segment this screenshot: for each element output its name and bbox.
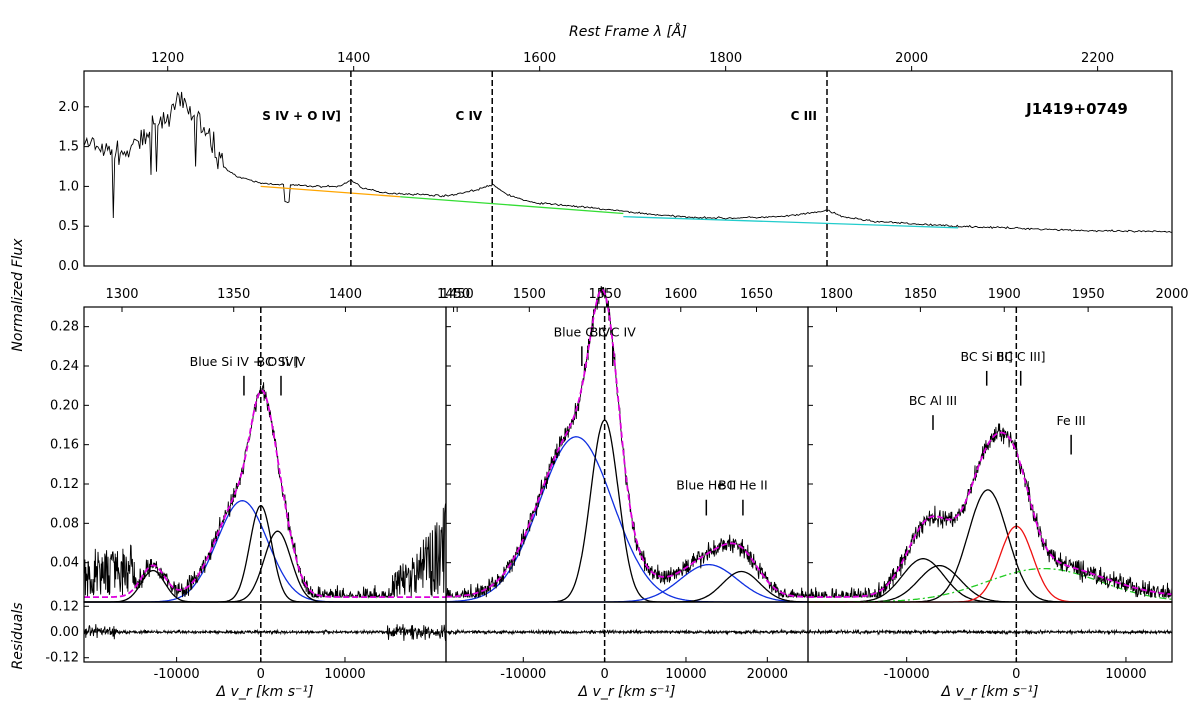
panel-x-axis-label: Δ v_r [km s⁻¹] [578,684,676,700]
panel-x-tick-label: 0 [600,667,608,682]
top-y-tick-label: 1.0 [58,179,79,194]
panel-y-tick-label: 0.20 [50,398,79,413]
panel-top-tick-label: 1800 [820,287,853,302]
top-x-tick-label: 2200 [1081,51,1114,66]
annotation-label: BC Si III] [961,349,1013,364]
annotation-label: BC He II [718,478,768,493]
annotation-label: Fe III [1057,413,1086,428]
panel-top-tick-label: 1450 [441,287,474,302]
panel-x-tick-label: -10000 [500,667,546,682]
annotation-label: Blue He II [676,478,736,493]
panel-x-tick-label: 10000 [665,667,706,682]
panel-x-tick-label: 0 [1012,667,1020,682]
residual-line [83,624,447,642]
top-spectrum-panel: Rest Frame λ [Å] J1419+0749 1200 1400 1600… [58,23,1173,274]
top-y-tick-label: 2.0 [58,100,79,115]
top-x-tick-label: 1600 [523,51,556,66]
top-x-tick-label: 1800 [709,51,742,66]
fit-component-line [446,570,808,603]
fit-component-line [446,419,808,603]
residual-y-tick-label: -0.12 [45,651,79,666]
panel-y-tick-label: 0.16 [50,438,79,453]
panel-top-tick-label: 1850 [904,287,937,302]
spectrum-line [83,91,1173,233]
panel-top-tick-label: 1400 [329,287,362,302]
top-y-tick-label: 1.5 [58,140,79,155]
panel-x-axis-label: Δ v_r [km s⁻¹] [216,684,314,700]
observed-spectrum-line [808,423,1173,599]
annotation-label: BC Si IV [257,354,306,369]
fit-component-line [808,525,1172,603]
panel-top-tick-label: 1450 [437,287,470,302]
panel-x-tick-label: -10000 [884,667,930,682]
y-axis-label-flux: Normalized Flux [10,238,26,352]
panel-x-tick-label: -10000 [154,667,200,682]
y-axis-label-residuals: Residuals [10,602,26,669]
total-fit-line [84,389,446,598]
residual-frame [807,601,1173,663]
panel-top-tick-label: 1650 [740,287,773,302]
panel-y-tick-label: 0.24 [50,359,79,374]
top-panel-frame [83,70,1173,267]
residual-y-tick-label: 0.00 [50,625,79,640]
emission-line-label: S IV + O IV] [262,109,341,123]
top-y-tick-label: 0.5 [58,219,79,234]
panel-top-tick-label: 1500 [513,287,546,302]
panel-x-tick-label: 20000 [747,667,788,682]
annotation-label: Blue C IV [554,324,611,339]
panel-top-tick-label: 1600 [664,287,697,302]
panel-x-tick-label: 0 [257,667,265,682]
panel-top-tick-label: 1350 [217,287,250,302]
emission-line-label: C IV [455,109,482,123]
total-fit-line [446,288,808,598]
emission-line-label: C III [791,109,817,123]
residual-y-tick-label: 0.12 [50,599,79,614]
continuum-fit-line [623,216,959,229]
continuum-fit-line [260,185,401,198]
panel-top-tick-label: 1900 [988,287,1021,302]
panel-top-tick-label: 2000 [1155,287,1188,302]
panel-x-tick-label: 10000 [324,667,365,682]
observed-spectrum-line [83,382,447,599]
top-y-tick-label: 0.0 [58,259,79,274]
panel-y-tick-label: 0.04 [50,556,79,571]
annotation-label: BC Al III [909,393,957,408]
total-fit-line [808,431,1172,598]
panel-x-tick-label: 10000 [1105,667,1146,682]
residual-line [807,628,1173,636]
annotation-label: BC C IV [590,324,636,339]
panel-top-tick-label: 1950 [1072,287,1105,302]
top-axis-title: Rest Frame λ [Å] [569,23,687,40]
annotation-label: Blue Si IV + O IV] [190,354,299,369]
panel-y-tick-label: 0.28 [50,320,79,335]
panel-y-tick-label: 0.08 [50,516,79,531]
panel-top-tick-label: 1300 [105,287,138,302]
panel-y-tick-label: 0.12 [50,477,79,492]
continuum-fit-line [400,196,624,215]
top-x-tick-label: 1200 [151,51,184,66]
annotation-label: BC C III] [996,349,1046,364]
top-x-tick-label: 1400 [337,51,370,66]
c-iii-panel: 1800 1850 1900 1950 2000 -10000 0 10000 Δ v_r [k… [807,287,1189,700]
panel-x-axis-label: Δ v_r [km s⁻¹] [941,684,1039,700]
object-name: J1419+0749 [1025,100,1128,118]
top-x-tick-label: 2000 [895,51,928,66]
si-iv-panel: 1300 1350 1400 1450 0.04 0.08 0.12 0.16 0.20 0.24… [45,287,473,700]
